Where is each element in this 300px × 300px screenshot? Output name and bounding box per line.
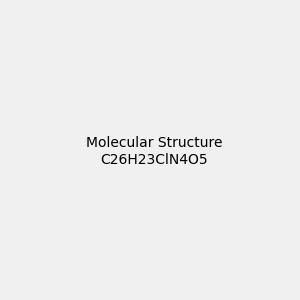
Text: Molecular Structure
C26H23ClN4O5: Molecular Structure C26H23ClN4O5	[85, 136, 222, 166]
